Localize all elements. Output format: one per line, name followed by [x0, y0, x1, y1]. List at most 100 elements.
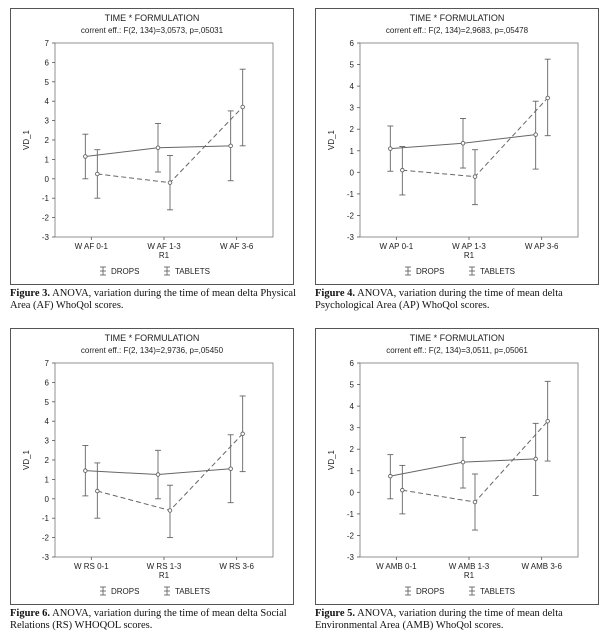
data-point [83, 154, 88, 159]
y-tick-label: 3 [45, 117, 50, 126]
figure-label: Figure 6. [10, 608, 51, 619]
y-tick-label: 1 [45, 475, 50, 484]
y-tick-label: 4 [45, 97, 50, 106]
y-tick-label: -1 [42, 514, 50, 523]
legend-label: DROPS [416, 267, 444, 276]
y-tick-label: 2 [350, 125, 355, 134]
plot-area [54, 362, 274, 558]
y-tick-label: 5 [350, 381, 355, 390]
y-tick-label: 3 [350, 104, 355, 113]
data-point [155, 472, 161, 477]
y-tick-label: 7 [45, 359, 50, 368]
data-point [167, 180, 173, 185]
data-point [400, 487, 405, 493]
y-tick-label: 7 [45, 39, 50, 48]
data-point [472, 174, 478, 179]
data-point [388, 473, 393, 479]
plot-area [359, 362, 579, 558]
y-tick-label: 6 [45, 58, 50, 67]
x-axis-label: R1 [159, 571, 170, 580]
figure-caption: Figure 6. ANOVA, variation during the ti… [10, 608, 300, 632]
legend-label: TABLETS [175, 267, 210, 276]
y-tick-label: 6 [350, 359, 355, 368]
figure-caption-text: ANOVA, variation during the time of mean… [10, 608, 287, 631]
legend-label: DROPS [416, 587, 444, 596]
x-axis-label: R1 [464, 571, 475, 580]
y-tick-label: 0 [350, 168, 355, 177]
y-tick-label: -3 [42, 553, 50, 562]
x-tick-label: W AP 3-6 [525, 242, 559, 251]
figure-caption-text: ANOVA, variation during the time of mean… [10, 288, 296, 311]
figure-caption: Figure 3. ANOVA, variation during the ti… [10, 288, 300, 312]
x-axis-label: R1 [464, 251, 475, 260]
data-point [228, 466, 233, 471]
legend-label: TABLETS [175, 587, 210, 596]
legend-label: DROPS [111, 587, 139, 596]
x-tick-label: W AMB 3-6 [521, 562, 562, 571]
y-tick-label: -1 [347, 190, 355, 199]
figure-caption-text: ANOVA, variation during the time of mean… [315, 608, 563, 631]
figure-label: Figure 3. [10, 288, 51, 299]
data-point [400, 167, 405, 173]
data-point [545, 95, 550, 101]
y-tick-label: 5 [350, 61, 355, 70]
y-tick-label: 3 [350, 424, 355, 433]
y-tick-label: -3 [347, 553, 355, 562]
legend-label: TABLETS [480, 267, 515, 276]
data-point [533, 132, 538, 137]
y-tick-label: 2 [350, 445, 355, 454]
chart-subtitle: corrent eff.: F(2, 134)=2,9736, p=,05450 [81, 346, 224, 355]
data-point [533, 456, 538, 462]
y-axis-label: VD_1 [327, 129, 336, 150]
y-tick-label: 4 [350, 402, 355, 411]
y-tick-label: -1 [347, 510, 355, 519]
plot-area [359, 42, 579, 238]
plot-area [54, 42, 274, 238]
y-axis-label: VD_1 [22, 129, 31, 150]
y-tick-label: 4 [45, 417, 50, 426]
y-tick-label: 1 [45, 155, 50, 164]
chart-title: TIME * FORMULATION [105, 333, 200, 343]
data-point [83, 468, 88, 473]
x-tick-label: W AP 0-1 [380, 242, 414, 251]
x-tick-label: W AF 1-3 [147, 242, 181, 251]
y-tick-label: -2 [347, 211, 355, 220]
y-tick-label: -2 [42, 534, 50, 543]
chart-title: TIME * FORMULATION [105, 13, 200, 23]
chart-frame: TIME * FORMULATION corrent eff.: F(2, 134… [10, 8, 294, 285]
data-point [472, 499, 478, 505]
chart-title: TIME * FORMULATION [410, 333, 505, 343]
data-point [240, 104, 245, 110]
chart-panel-psychological: TIME * FORMULATION corrent eff.: F(2, 134… [315, 8, 599, 311]
chart-svg: TIME * FORMULATION corrent eff.: F(2, 134… [327, 13, 579, 276]
y-tick-label: 2 [45, 136, 50, 145]
x-tick-label: W AMB 0-1 [376, 562, 417, 571]
figure-caption: Figure 5. ANOVA, variation during the ti… [315, 608, 605, 632]
chart-subtitle: corrent eff.: F(2, 134)=3,0573, p=,05031 [81, 26, 224, 35]
chart-panel-social: TIME * FORMULATION corrent eff.: F(2, 134… [10, 328, 294, 631]
chart-frame: TIME * FORMULATION corrent eff.: F(2, 134… [10, 328, 294, 605]
y-tick-label: 6 [350, 39, 355, 48]
chart-svg: TIME * FORMULATION corrent eff.: F(2, 134… [22, 333, 274, 596]
figure-label: Figure 5. [315, 608, 356, 619]
data-point [545, 418, 550, 424]
data-point [388, 146, 393, 151]
x-tick-label: W RS 0-1 [74, 562, 109, 571]
legend-label: TABLETS [480, 587, 515, 596]
y-tick-label: 1 [350, 467, 355, 476]
y-axis-label: VD_1 [327, 449, 336, 470]
y-tick-label: 4 [350, 82, 355, 91]
chart-subtitle: corrent eff.: F(2, 134)=3,0511, p=,05061 [386, 346, 528, 355]
y-tick-label: 0 [45, 175, 50, 184]
y-tick-label: -3 [347, 233, 355, 242]
x-tick-label: W AMB 1-3 [449, 562, 490, 571]
data-point [95, 171, 100, 177]
y-tick-label: 0 [45, 495, 50, 504]
chart-panel-environmental: TIME * FORMULATION corrent eff.: F(2, 134… [315, 328, 599, 631]
y-tick-label: 0 [350, 488, 355, 497]
y-axis-label: VD_1 [22, 449, 31, 470]
data-point [228, 143, 233, 149]
chart-svg: TIME * FORMULATION corrent eff.: F(2, 134… [22, 13, 274, 276]
data-point [167, 508, 173, 513]
y-tick-label: -2 [42, 214, 50, 223]
